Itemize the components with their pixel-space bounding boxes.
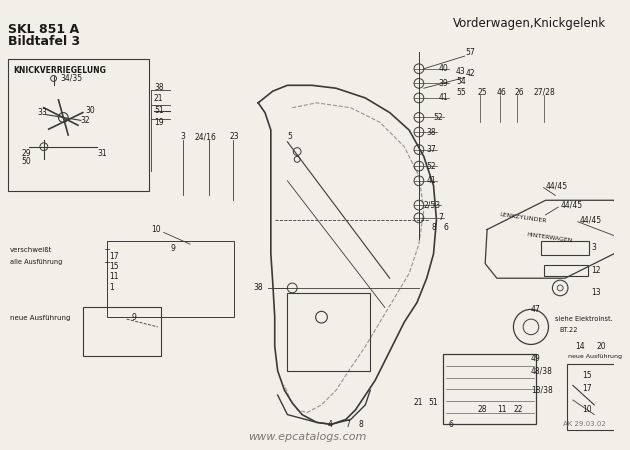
Text: 29: 29: [21, 149, 31, 158]
Text: 5: 5: [287, 132, 292, 141]
Text: 51: 51: [154, 106, 164, 115]
Text: 52: 52: [433, 113, 444, 122]
Text: 20: 20: [596, 342, 606, 351]
Text: 25: 25: [478, 88, 487, 97]
Text: 15: 15: [109, 262, 118, 271]
Text: Bildtafel 3: Bildtafel 3: [8, 35, 80, 48]
Bar: [567, 364, 616, 430]
Text: 57: 57: [466, 48, 476, 57]
Text: 17: 17: [583, 384, 592, 393]
Text: 48/38: 48/38: [531, 366, 553, 375]
Text: 14: 14: [575, 342, 585, 351]
Text: 17: 17: [109, 252, 118, 261]
Text: BT.22: BT.22: [559, 327, 578, 333]
Text: 3: 3: [180, 132, 185, 141]
Text: 12: 12: [592, 266, 601, 275]
Text: 51: 51: [428, 398, 438, 407]
Text: 27/28: 27/28: [534, 88, 556, 97]
Text: 21: 21: [413, 398, 423, 407]
Text: 4: 4: [328, 420, 332, 429]
Bar: [444, 354, 536, 424]
Text: 40: 40: [438, 64, 448, 73]
Text: 1: 1: [109, 284, 114, 292]
Text: 6: 6: [444, 223, 448, 232]
Text: 13: 13: [592, 288, 601, 297]
Text: 31: 31: [98, 149, 107, 158]
Text: 8: 8: [358, 420, 364, 429]
Text: neue Ausführung: neue Ausführung: [9, 315, 70, 321]
Text: 21: 21: [154, 94, 163, 104]
Text: 46: 46: [497, 88, 507, 97]
Bar: [544, 265, 588, 276]
Text: 30: 30: [86, 106, 96, 115]
Text: 23: 23: [230, 132, 239, 141]
Bar: [107, 241, 234, 317]
Text: 32: 32: [81, 116, 91, 125]
Text: 47: 47: [531, 305, 541, 314]
Text: 38: 38: [253, 284, 263, 292]
Bar: [541, 241, 590, 255]
Text: 7: 7: [438, 213, 444, 222]
Text: 2/53: 2/53: [423, 201, 440, 210]
Text: Vorderwagen,Knickgelenk: Vorderwagen,Knickgelenk: [453, 17, 606, 30]
Text: 15: 15: [583, 371, 592, 380]
Bar: [83, 307, 161, 356]
Text: 9: 9: [171, 244, 175, 253]
Text: 34/35: 34/35: [60, 73, 83, 82]
Text: 33: 33: [37, 108, 47, 117]
Text: 39: 39: [438, 79, 448, 88]
Text: LENKZYLINDER: LENKZYLINDER: [499, 212, 547, 224]
Text: 28: 28: [478, 405, 487, 414]
Text: 49: 49: [531, 354, 541, 363]
Text: 50: 50: [21, 157, 31, 166]
Text: 10: 10: [151, 225, 161, 234]
Text: KNICKVERRIEGELUNG: KNICKVERRIEGELUNG: [14, 66, 106, 75]
Text: alle Ausführung: alle Ausführung: [9, 259, 62, 265]
Text: 37: 37: [427, 145, 437, 154]
Text: 24/16: 24/16: [195, 132, 217, 141]
Text: 8: 8: [432, 223, 437, 232]
Text: 43: 43: [456, 67, 466, 76]
Text: 11: 11: [497, 405, 507, 414]
Text: 18/38: 18/38: [531, 386, 553, 395]
Text: 55: 55: [456, 88, 466, 97]
Text: 44/45: 44/45: [580, 215, 602, 224]
Text: 3: 3: [592, 243, 596, 252]
Text: 7: 7: [345, 420, 350, 429]
Text: SKL 851 A: SKL 851 A: [8, 23, 79, 36]
Text: 42: 42: [466, 69, 475, 78]
Text: www.epcatalogs.com: www.epcatalogs.com: [248, 432, 366, 442]
Text: 44/45: 44/45: [546, 181, 568, 190]
Text: 38: 38: [427, 127, 437, 136]
Bar: [8, 59, 149, 190]
Text: 54: 54: [456, 77, 466, 86]
Text: 22: 22: [513, 405, 523, 414]
Text: 11: 11: [109, 272, 118, 281]
Text: 10: 10: [583, 405, 592, 414]
Text: HINTERWAGEN: HINTERWAGEN: [526, 232, 573, 243]
Text: 44/45: 44/45: [560, 201, 582, 210]
Text: 41: 41: [438, 94, 448, 103]
Text: 52: 52: [427, 162, 437, 171]
Text: 6: 6: [448, 420, 453, 429]
Text: 38: 38: [154, 83, 164, 92]
Text: neue Ausführung: neue Ausführung: [568, 354, 622, 359]
Text: AK 29.03.02: AK 29.03.02: [563, 421, 606, 428]
Text: 41: 41: [427, 176, 437, 185]
Text: siehe Elektroinst.: siehe Elektroinst.: [555, 316, 613, 322]
Bar: [287, 293, 370, 371]
Text: 19: 19: [154, 118, 164, 127]
Text: 26: 26: [514, 88, 524, 97]
Text: verschweißt: verschweißt: [9, 247, 52, 253]
Text: 9: 9: [132, 313, 137, 322]
